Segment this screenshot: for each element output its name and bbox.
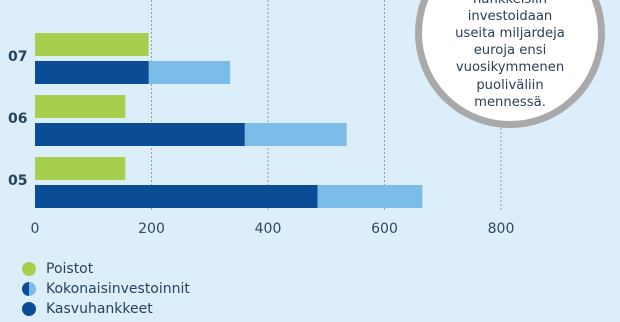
half-circle-icon (22, 282, 36, 296)
legend-item-kasvuhankkeet: Kasvuhankkeet (22, 299, 190, 319)
legend-label: Poistot (46, 261, 94, 277)
bar-kasvuhankkeet (35, 61, 149, 84)
bar-poistot (35, 33, 149, 56)
bar-kasvuhankkeet (35, 123, 245, 146)
category-label: 06 (8, 111, 27, 127)
legend-label: Kasvuhankkeet (46, 301, 153, 317)
legend-item-poistot: Poistot (22, 259, 190, 279)
tick-label: 600 (371, 221, 398, 237)
bar-poistot (35, 157, 126, 180)
category-label: 05 (8, 173, 27, 189)
tick-label: 200 (138, 221, 165, 237)
tick-label: 800 (488, 221, 515, 237)
callout-text: Kasvu- hankkeisiin investoidaan useita m… (455, 0, 565, 110)
legend-item-kokonaisinvestoinnit: Kokonaisinvestoinnit (22, 279, 190, 299)
blue-dot-icon (22, 302, 36, 316)
legend: Poistot Kokonaisinvestoinnit Kasvuhankke… (22, 259, 190, 319)
bar-poistot (35, 95, 126, 118)
callout-bubble: Kasvu- hankkeisiin investoidaan useita m… (415, 0, 605, 128)
green-dot-icon (22, 262, 36, 276)
legend-label: Kokonaisinvestoinnit (46, 281, 190, 297)
tick-label: 400 (255, 221, 282, 237)
category-label: 07 (8, 49, 27, 65)
tick-label: 0 (31, 221, 40, 237)
bar-kasvuhankkeet (35, 185, 318, 208)
